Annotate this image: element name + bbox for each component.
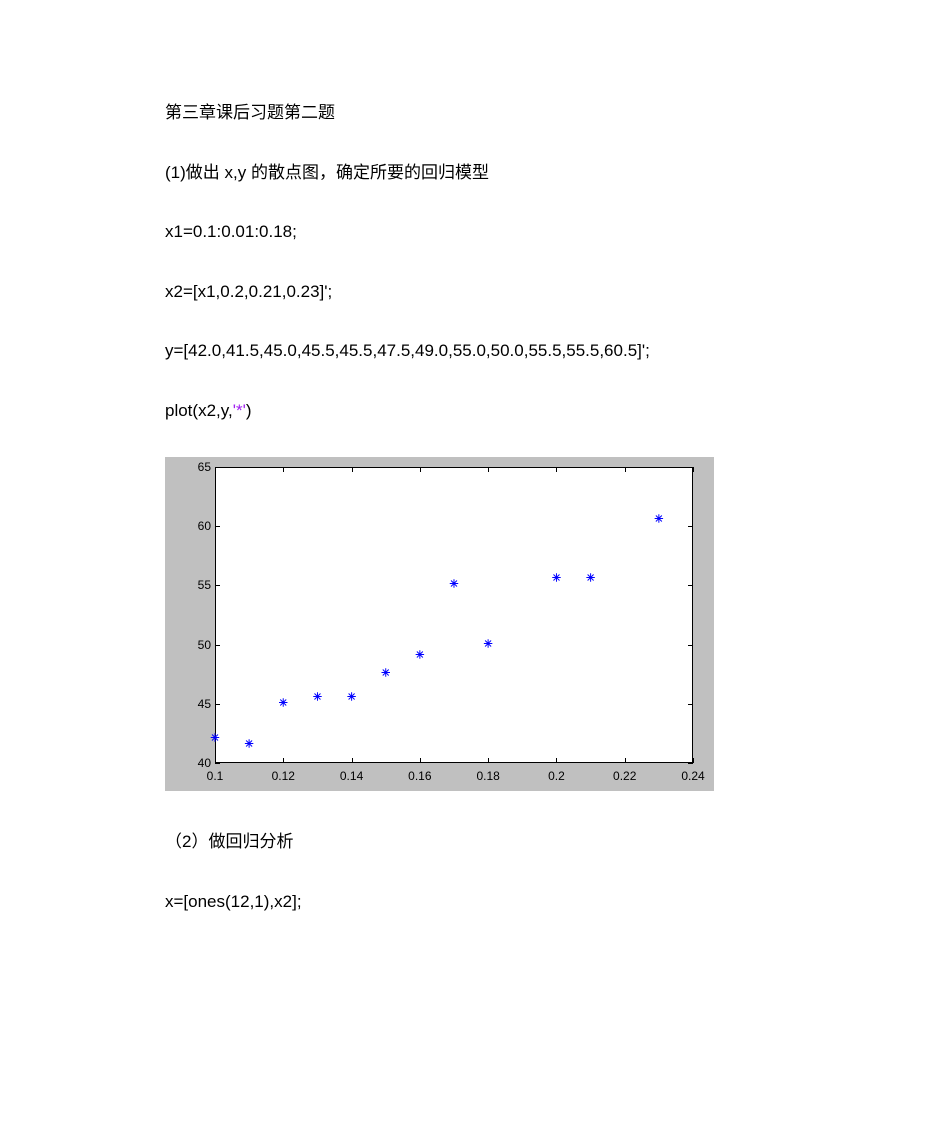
code-4-pre: plot(x2,y, — [165, 401, 233, 420]
xtick-label: 0.12 — [272, 767, 295, 785]
ytick-mark — [688, 704, 693, 705]
xtick-label: 0.2 — [548, 767, 565, 785]
document-page: 第三章课后习题第二题 (1)做出 x,y 的散点图，确定所要的回归模型 x1=0… — [0, 0, 945, 1123]
title-line: 第三章课后习题第二题 — [165, 100, 780, 126]
step1-line: (1)做出 x,y 的散点图，确定所要的回归模型 — [165, 160, 780, 186]
xtick-mark — [488, 467, 489, 472]
xtick-label: 0.14 — [340, 767, 363, 785]
xtick-mark — [625, 467, 626, 472]
xtick-mark — [556, 758, 557, 763]
xtick-mark — [283, 758, 284, 763]
scatter-chart: 0.10.120.140.160.180.20.220.244045505560… — [165, 457, 714, 791]
xtick-mark — [693, 467, 694, 472]
step2-line: （2）做回归分析 — [165, 829, 780, 855]
ytick-mark — [215, 645, 220, 646]
code-line-5: x=[ones(12,1),x2]; — [165, 889, 780, 915]
xtick-label: 0.16 — [408, 767, 431, 785]
ytick-mark — [215, 704, 220, 705]
ytick-label: 45 — [187, 695, 211, 713]
chart-axes — [215, 467, 693, 763]
ytick-mark — [688, 763, 693, 764]
xtick-mark — [420, 758, 421, 763]
ytick-mark — [215, 467, 220, 468]
ytick-mark — [688, 585, 693, 586]
xtick-mark — [556, 467, 557, 472]
xtick-mark — [352, 758, 353, 763]
xtick-mark — [488, 758, 489, 763]
code-line-1: x1=0.1:0.01:0.18; — [165, 219, 780, 245]
code-line-3: y=[42.0,41.5,45.0,45.5,45.5,47.5,49.0,55… — [165, 338, 780, 364]
code-4-post: ) — [246, 401, 252, 420]
code-4-quote: '*' — [233, 401, 246, 420]
ytick-mark — [688, 526, 693, 527]
ytick-mark — [688, 645, 693, 646]
xtick-label: 0.22 — [613, 767, 636, 785]
ytick-mark — [215, 585, 220, 586]
xtick-mark — [625, 758, 626, 763]
ytick-mark — [688, 467, 693, 468]
ytick-label: 55 — [187, 576, 211, 594]
ytick-mark — [215, 526, 220, 527]
code-line-2: x2=[x1,0.2,0.21,0.23]'; — [165, 279, 780, 305]
xtick-mark — [693, 758, 694, 763]
xtick-mark — [352, 467, 353, 472]
ytick-label: 60 — [187, 517, 211, 535]
xtick-mark — [283, 467, 284, 472]
xtick-label: 0.24 — [681, 767, 704, 785]
ytick-label: 50 — [187, 636, 211, 654]
ytick-mark — [215, 763, 220, 764]
xtick-mark — [420, 467, 421, 472]
xtick-label: 0.18 — [476, 767, 499, 785]
code-line-4: plot(x2,y,'*') — [165, 398, 780, 424]
ytick-label: 40 — [187, 754, 211, 772]
ytick-label: 65 — [187, 458, 211, 476]
